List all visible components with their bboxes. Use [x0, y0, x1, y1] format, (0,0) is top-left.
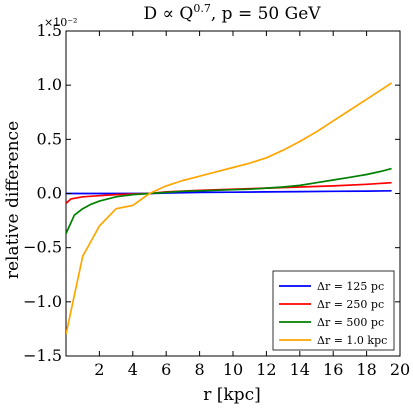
legend-label: Δr = 125 pc: [317, 280, 384, 293]
legend-label: Δr = 250 pc: [317, 298, 384, 311]
x-tick-label: 20: [390, 360, 410, 379]
legend-label: Δr = 1.0 kpc: [317, 334, 387, 347]
x-tick-label: 8: [195, 360, 205, 379]
x-tick-label: 14: [290, 360, 310, 379]
series-line-4: [66, 82, 393, 335]
x-tick-label: 4: [128, 360, 138, 379]
y-tick-label: 1.5: [37, 21, 62, 40]
x-tick-label: 2: [94, 360, 104, 379]
y-tick-label: 0.5: [37, 129, 62, 148]
chart-title-suffix: , p = 50 GeV: [211, 4, 321, 24]
y-tick-label: 0.0: [37, 184, 62, 203]
x-tick-label: 16: [323, 360, 343, 379]
y-tick-label: 1.0: [37, 75, 62, 94]
series-layer: [66, 82, 393, 335]
chart-title-superscript: 0.7: [193, 2, 211, 15]
y-tick-label: −1.5: [23, 346, 62, 365]
y-axis-label: relative difference: [3, 121, 23, 279]
x-tick-label: 6: [161, 360, 171, 379]
series-line-3: [66, 167, 392, 234]
legend-box: [272, 270, 395, 351]
chart-title: D ∝ Q0.7, p = 50 GeV: [143, 2, 321, 24]
series-line-1: [66, 189, 392, 195]
x-axis-label: r [kpc]: [203, 385, 261, 405]
legend: Δr = 125 pc Δr = 250 pc Δr = 500 pc Δr = 1.…: [272, 270, 395, 351]
axis-ticks: 2 4 6 8 10 12 14 16 18 20 −1.5 −1.0 −0.5 0.0 0.5 1.0 1.5: [23, 21, 410, 379]
y-scale-multiplier: ×10⁻²: [44, 16, 77, 29]
x-tick-label: 12: [256, 360, 276, 379]
x-tick-label: 18: [356, 360, 376, 379]
chart-title-main: D ∝ Q: [143, 4, 193, 24]
x-tick-label: 10: [223, 360, 243, 379]
legend-label: Δr = 500 pc: [317, 316, 384, 329]
y-tick-label: −0.5: [23, 238, 62, 257]
y-tick-label: −1.0: [23, 292, 62, 311]
